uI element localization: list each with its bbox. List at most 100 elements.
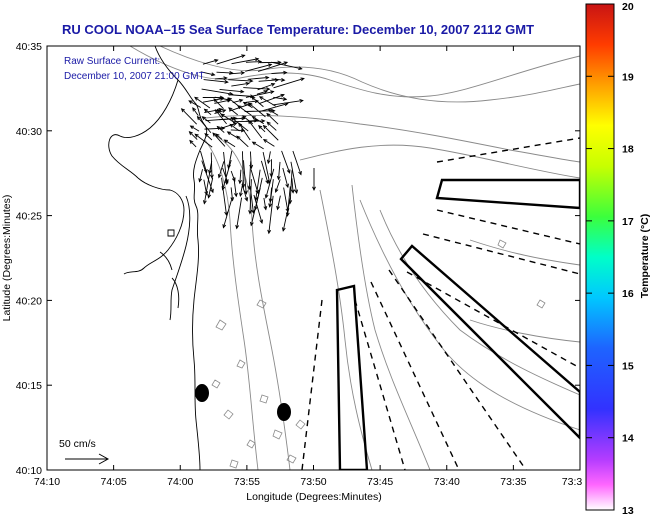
current-vector-head [285, 183, 289, 189]
colorbar-tick-label: 19 [622, 71, 634, 83]
current-vector [255, 169, 261, 201]
current-vector-head [189, 139, 194, 144]
current-vector [252, 116, 265, 125]
current-vector-head [284, 102, 289, 107]
current-vector-head [250, 94, 255, 99]
current-vector [260, 160, 269, 184]
x-tick-label: 74:00 [167, 476, 193, 488]
current-vector-head [196, 115, 201, 121]
current-vector-head [248, 102, 253, 107]
current-vector [202, 59, 218, 65]
current-vector-head [229, 123, 234, 128]
current-vector [213, 98, 224, 110]
plot-area: 50 cm/s Raw Surface Current: December 10… [47, 46, 580, 470]
current-vector [242, 115, 254, 125]
current-vector [219, 88, 244, 93]
current-label-line1: Raw Surface Current: [64, 56, 160, 67]
current-vector-head [220, 126, 226, 131]
y-tick-label: 40:35 [16, 41, 42, 53]
current-vector [222, 197, 233, 228]
current-vector-head [276, 205, 280, 211]
current-vector-head [238, 179, 243, 185]
current-vector-head [214, 109, 219, 114]
current-vector [194, 133, 213, 148]
colorbar-tick-label: 18 [622, 144, 634, 156]
current-vector [228, 97, 240, 107]
current-vector [237, 105, 252, 116]
current-vector-head [244, 190, 248, 195]
current-vector-head [312, 186, 316, 192]
current-vector-head [204, 191, 209, 196]
current-vector [263, 197, 267, 210]
current-vector [277, 195, 281, 210]
current-vector [271, 78, 285, 81]
current-vector-head [298, 170, 302, 176]
colorbar-label: Temperature (°C) [639, 214, 651, 299]
current-vector [197, 116, 212, 134]
colorbar-ticks: 20 19 18 17 16 15 14 13 [586, 1, 634, 517]
current-vector [208, 177, 214, 198]
coastline [108, 46, 208, 470]
current-vector-head [281, 227, 286, 232]
current-vector [268, 109, 279, 116]
current-vector-head [263, 90, 268, 94]
current-vector [239, 179, 244, 197]
scale-label: 50 cm/s [59, 438, 96, 450]
current-vector [291, 178, 294, 193]
current-vector [228, 107, 238, 116]
current-vector [292, 150, 302, 175]
current-vector-head [251, 209, 255, 214]
current-vector-head [250, 221, 254, 227]
current-vector-head [219, 97, 225, 101]
current-vector-head [280, 93, 285, 98]
current-vector [266, 113, 279, 125]
current-vector [245, 100, 259, 103]
current-vector-head [238, 122, 243, 127]
current-vector [268, 195, 274, 234]
current-vector [228, 94, 254, 97]
chart-title: RU COOL NOAA–15 Sea Surface Temperature:… [62, 22, 534, 37]
y-tick-label: 40:20 [16, 295, 42, 307]
y-axis-label: Latitude (Degrees:Minutes) [1, 195, 13, 322]
current-vector-head [227, 97, 232, 102]
current-vector [251, 96, 264, 108]
x-tick-label: 73:55 [234, 476, 260, 488]
current-vector-head [251, 141, 257, 146]
current-vector [203, 167, 211, 204]
current-vector [199, 169, 203, 182]
current-vector [190, 125, 200, 132]
current-vector [256, 90, 268, 95]
current-vector [181, 108, 197, 125]
current-vector [230, 129, 245, 132]
current-vector [249, 179, 252, 214]
current-vector-head [221, 109, 227, 113]
survey-box-south [335, 284, 369, 470]
x-tick-label: 73:35 [500, 476, 526, 488]
current-vector-head [222, 224, 227, 229]
current-vector-head [286, 169, 291, 174]
current-vector [290, 161, 298, 194]
current-vector [215, 133, 223, 140]
current-vector-head [257, 59, 263, 64]
current-vector [217, 126, 225, 133]
current-vector-head [251, 96, 256, 101]
current-vector-head [240, 71, 246, 75]
current-vector [202, 116, 211, 124]
current-vector [221, 177, 227, 216]
colorbar-tick-label: 13 [622, 505, 634, 517]
current-vector [257, 61, 288, 72]
current-vector [219, 122, 237, 130]
current-vector [228, 72, 245, 75]
station-marker-west [195, 384, 209, 402]
current-vector-head [236, 135, 241, 140]
current-vector-head [188, 131, 193, 136]
current-vector-head [214, 58, 219, 63]
current-vector [266, 121, 277, 131]
current-vector-head [262, 124, 267, 130]
current-vector-head [232, 122, 238, 126]
current-vector-head [216, 108, 221, 113]
current-vector-head [240, 89, 245, 94]
current-vector [283, 187, 289, 212]
x-tick-label: 74:10 [34, 476, 60, 488]
station-marker-east [277, 403, 291, 421]
